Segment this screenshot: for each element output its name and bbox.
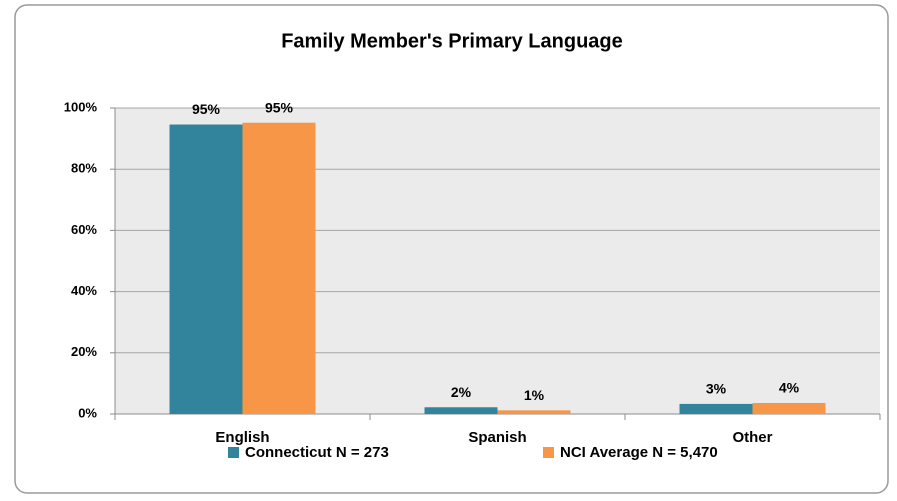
y-tick-label: 80% — [71, 161, 97, 176]
value-label: 95% — [192, 101, 221, 117]
chart-title: Family Member's Primary Language — [281, 30, 623, 52]
y-tick-label: 0% — [78, 405, 97, 420]
y-tick-label: 40% — [71, 283, 97, 298]
value-label: 95% — [265, 99, 294, 115]
x-tick-label: Other — [732, 429, 772, 446]
bar — [424, 407, 498, 414]
legend-swatch — [543, 447, 554, 458]
x-tick-label: Spanish — [468, 429, 526, 446]
value-label: 4% — [779, 380, 800, 396]
bar — [169, 124, 243, 415]
legend-label: NCI Average N = 5,470 — [560, 444, 718, 461]
legend-swatch — [228, 447, 239, 458]
value-label: 2% — [451, 384, 472, 400]
legend-label: Connecticut N = 273 — [245, 444, 389, 461]
value-label: 3% — [706, 381, 727, 397]
y-tick-label: 100% — [64, 99, 98, 114]
bar — [752, 402, 826, 414]
bar — [679, 403, 753, 414]
y-tick-label: 20% — [71, 344, 97, 359]
x-tick-label: English — [215, 429, 269, 446]
value-label: 1% — [524, 387, 545, 403]
bar — [242, 122, 316, 415]
y-tick-label: 60% — [71, 222, 97, 237]
bar — [497, 410, 571, 414]
